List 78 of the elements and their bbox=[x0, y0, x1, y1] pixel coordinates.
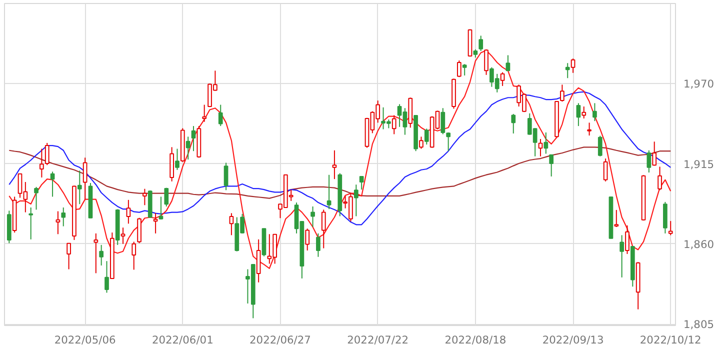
candlestick bbox=[587, 122, 592, 136]
candlestick bbox=[66, 242, 71, 270]
x-tick-label: 2022/07/22 bbox=[347, 334, 409, 346]
line-series bbox=[8, 146, 672, 199]
candlestick bbox=[538, 138, 543, 157]
candlestick bbox=[576, 102, 581, 127]
candlestick bbox=[305, 228, 310, 251]
candlestick bbox=[28, 206, 34, 240]
candlestick bbox=[224, 162, 228, 191]
candlestick bbox=[598, 135, 602, 157]
candlestick bbox=[34, 186, 38, 210]
candlestick bbox=[646, 150, 652, 174]
candlestick bbox=[104, 260, 109, 294]
candlestick bbox=[56, 210, 60, 235]
x-tick-label: 2022/06/27 bbox=[250, 334, 311, 346]
candlestick bbox=[218, 104, 223, 127]
candlestick bbox=[668, 220, 673, 236]
candlestick bbox=[478, 35, 484, 52]
candlestick bbox=[549, 154, 554, 177]
candlestick bbox=[77, 170, 82, 205]
y-tick-label: 1,970 bbox=[684, 78, 714, 91]
candlestick bbox=[565, 62, 570, 79]
candlestick bbox=[484, 48, 488, 76]
candlestick bbox=[326, 174, 332, 210]
candlestick bbox=[582, 106, 586, 119]
candlestick bbox=[570, 58, 576, 74]
candlestick bbox=[500, 72, 505, 86]
candlestick bbox=[82, 157, 88, 200]
candlestick bbox=[359, 176, 364, 190]
candlestick bbox=[186, 136, 190, 160]
candlestick bbox=[316, 232, 320, 258]
y-tick-label: 1,915 bbox=[684, 158, 714, 171]
x-tick-label: 2022/06/01 bbox=[152, 334, 214, 346]
candlestick bbox=[256, 238, 261, 283]
candlestick bbox=[191, 126, 196, 152]
candlestick bbox=[126, 199, 131, 224]
candlestick bbox=[332, 150, 337, 180]
candlestick bbox=[164, 187, 169, 207]
candlestick bbox=[625, 224, 630, 254]
candlestick bbox=[658, 166, 662, 191]
candlestick bbox=[321, 209, 326, 249]
candlestick bbox=[419, 136, 424, 150]
candlestick bbox=[506, 54, 510, 72]
x-tick-label: 2022/08/18 bbox=[444, 334, 506, 346]
candlestick bbox=[120, 227, 126, 244]
x-tick-label: 2022/10/12 bbox=[640, 334, 702, 346]
candlestick bbox=[142, 188, 147, 206]
candlestick bbox=[137, 217, 142, 244]
candlestick bbox=[620, 234, 624, 278]
candlestick bbox=[462, 64, 467, 76]
candlestick bbox=[652, 141, 657, 166]
candlestick bbox=[99, 244, 104, 266]
y-tick-label: 1,860 bbox=[684, 238, 714, 251]
candlestick bbox=[456, 60, 462, 78]
candlestick bbox=[229, 212, 234, 236]
candlestick bbox=[392, 114, 396, 135]
candlestick bbox=[132, 241, 136, 270]
y-tick-label: 1,805 bbox=[684, 318, 714, 332]
candlestick bbox=[310, 206, 315, 228]
candlestick bbox=[663, 201, 668, 234]
candlestick bbox=[61, 206, 66, 227]
candlestick bbox=[94, 232, 98, 274]
candlestick bbox=[511, 113, 516, 134]
candlestick bbox=[153, 212, 158, 234]
candlestick bbox=[592, 102, 597, 122]
candlestick bbox=[170, 146, 174, 182]
candlestick bbox=[175, 148, 180, 170]
x-tick-label: 2022/09/13 bbox=[542, 334, 604, 346]
candlestick bbox=[424, 128, 429, 146]
candlestick bbox=[354, 184, 358, 217]
candlestick bbox=[603, 158, 608, 182]
candlestick bbox=[202, 104, 207, 122]
candlestick bbox=[158, 196, 164, 220]
x-tick-label: 2022/05/06 bbox=[54, 334, 116, 346]
candlestick bbox=[560, 84, 564, 102]
candlestick bbox=[544, 132, 548, 154]
candlestick bbox=[614, 209, 619, 228]
candlestick bbox=[50, 171, 55, 198]
